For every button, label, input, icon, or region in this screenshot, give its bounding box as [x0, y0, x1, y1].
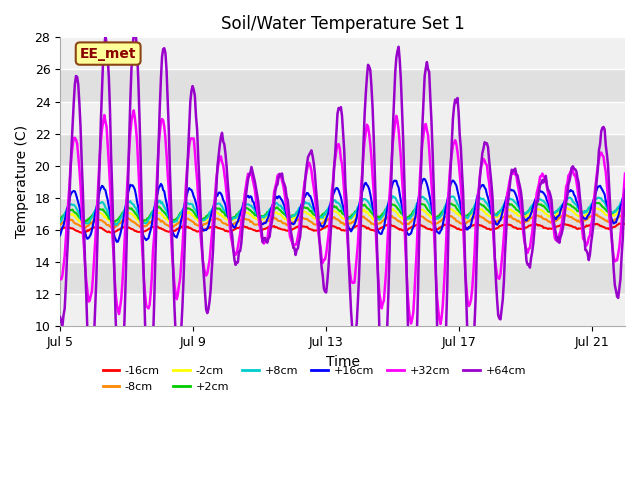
Legend: -16cm, -8cm, -2cm, +2cm, +8cm, +16cm, +32cm, +64cm: -16cm, -8cm, -2cm, +2cm, +8cm, +16cm, +3…	[98, 361, 531, 396]
Bar	[60, 230, 625, 262]
Text: EE_met: EE_met	[80, 47, 136, 60]
Bar	[60, 134, 625, 166]
Bar	[60, 37, 625, 70]
Bar	[60, 198, 625, 230]
Title: Soil/Water Temperature Set 1: Soil/Water Temperature Set 1	[221, 15, 465, 33]
Bar	[60, 102, 625, 134]
Bar	[60, 166, 625, 198]
Bar	[60, 262, 625, 294]
X-axis label: Time: Time	[326, 355, 360, 369]
Bar	[60, 294, 625, 326]
Bar	[60, 70, 625, 102]
Y-axis label: Temperature (C): Temperature (C)	[15, 125, 29, 239]
